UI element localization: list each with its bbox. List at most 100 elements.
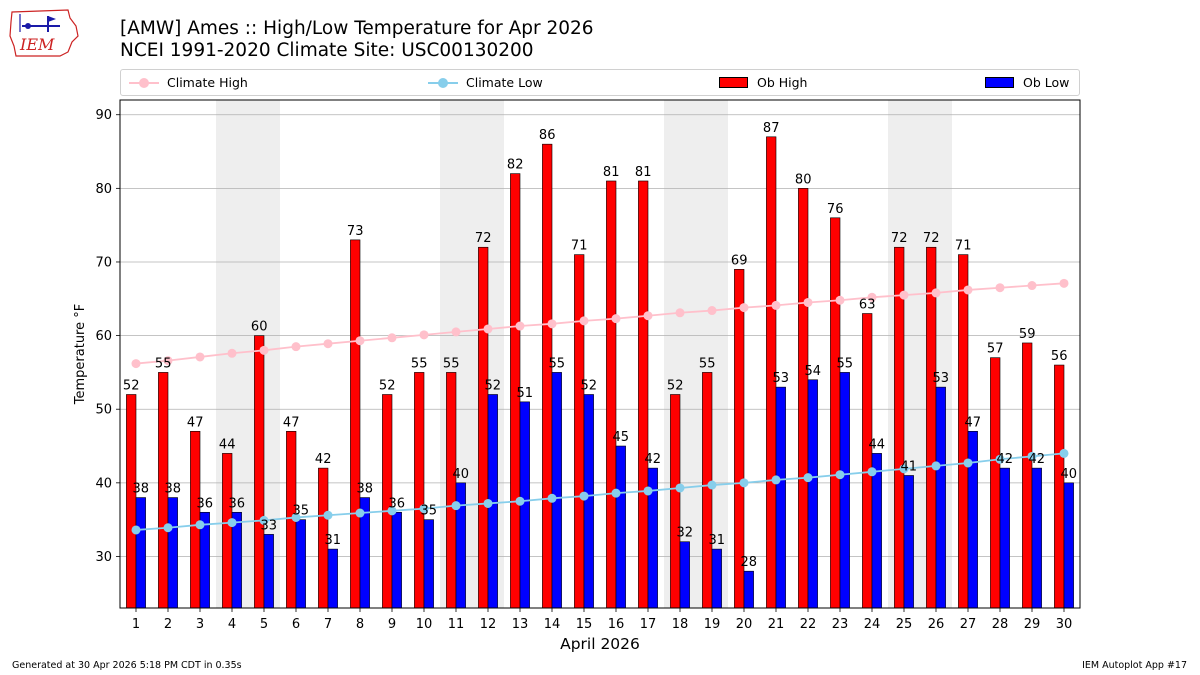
ob-low-bar — [839, 372, 850, 609]
climate-high-point — [163, 356, 173, 366]
climate-high-point — [419, 330, 429, 340]
climate-high-point — [131, 359, 141, 369]
climate-high-point — [259, 345, 269, 355]
x-tick-label: 5 — [260, 617, 268, 632]
climate-low-point — [355, 508, 365, 518]
ob-low-label: 51 — [517, 386, 534, 401]
x-tick-label: 1 — [132, 617, 140, 632]
x-tick-label: 30 — [1056, 617, 1073, 632]
ob-high-label: 42 — [315, 452, 332, 467]
climate-low-point — [963, 458, 973, 468]
chart-title: [AMW] Ames :: High/Low Temperature for A… — [120, 18, 594, 62]
ob-low-bar — [967, 431, 978, 609]
ob-low-label: 31 — [325, 533, 342, 548]
ob-high-bar — [670, 394, 681, 609]
ob-low-label: 40 — [1061, 467, 1078, 482]
climate-high-point — [451, 327, 461, 337]
x-tick-label: 24 — [864, 617, 881, 632]
ob-low-label: 44 — [869, 437, 886, 452]
ob-high-swatch-icon — [719, 77, 748, 88]
x-tick-label: 22 — [800, 617, 817, 632]
ob-low-label: 38 — [165, 482, 182, 497]
legend-climate-low: Climate Low — [428, 70, 543, 95]
ob-low-bar — [551, 372, 562, 609]
ob-high-bar — [414, 372, 425, 609]
climate-low-point — [451, 501, 461, 511]
ob-high-bar — [190, 431, 201, 609]
climate-high-point — [515, 321, 525, 331]
climate-low-point — [675, 483, 685, 493]
ob-high-label: 57 — [987, 342, 1004, 357]
ob-low-label: 33 — [261, 518, 278, 533]
climate-high-point — [195, 352, 205, 362]
ob-high-bar — [1054, 364, 1065, 609]
ob-high-label: 71 — [571, 239, 588, 254]
ob-low-bar — [295, 519, 306, 609]
x-tick-label: 27 — [960, 617, 977, 632]
climate-high-point — [835, 295, 845, 305]
ob-low-bar — [167, 497, 178, 609]
legend-ob-low: Ob Low — [985, 70, 1069, 95]
ob-high-label: 59 — [1019, 327, 1036, 342]
x-tick-label: 26 — [928, 617, 945, 632]
legend-ob-high-label: Ob High — [757, 75, 808, 90]
x-tick-label: 10 — [416, 617, 433, 632]
ob-low-label: 38 — [357, 482, 374, 497]
legend-climate-high-label: Climate High — [167, 75, 248, 90]
ob-low-label: 40 — [453, 467, 470, 482]
ob-low-label: 41 — [901, 459, 918, 474]
climate-low-point — [771, 475, 781, 485]
x-tick-label: 9 — [388, 617, 396, 632]
ob-low-label: 35 — [421, 504, 438, 519]
ob-low-bar — [999, 467, 1010, 609]
ob-high-label: 63 — [859, 298, 876, 313]
x-tick-label: 29 — [1024, 617, 1041, 632]
climate-high-point — [547, 319, 557, 329]
x-tick-label: 14 — [544, 617, 561, 632]
climate-low-point — [899, 464, 909, 474]
y-tick-label: 50 — [95, 403, 112, 418]
ob-high-label: 81 — [603, 165, 620, 180]
ob-low-label: 31 — [709, 533, 726, 548]
x-axis-label: April 2026 — [560, 635, 640, 653]
x-tick-label: 12 — [480, 617, 497, 632]
x-tick-label: 28 — [992, 617, 1009, 632]
ob-high-bar — [126, 394, 137, 609]
ob-low-bar — [743, 570, 754, 609]
climate-low-point — [483, 498, 493, 508]
x-tick-label: 13 — [512, 617, 529, 632]
logo-text: IEM — [19, 35, 55, 54]
ob-high-label: 72 — [891, 231, 908, 246]
ob-high-bar — [958, 254, 969, 609]
climate-high-point — [611, 314, 621, 324]
ob-high-label: 71 — [955, 239, 972, 254]
climate-low-point — [227, 518, 237, 528]
ob-high-bar — [894, 246, 905, 609]
legend: Climate High Climate Low Ob High Ob Low — [120, 69, 1080, 96]
climate-low-point — [547, 493, 557, 503]
ob-high-bar — [478, 246, 489, 609]
climate-high-point — [579, 316, 589, 326]
x-tick-label: 23 — [832, 617, 849, 632]
climate-low-point — [163, 523, 173, 533]
legend-ob-high: Ob High — [719, 70, 807, 95]
ob-low-bar — [1063, 482, 1074, 609]
climate-low-point — [739, 478, 749, 488]
legend-climate-high: Climate High — [129, 70, 248, 95]
climate-low-point — [259, 515, 269, 525]
x-tick-label: 21 — [768, 617, 785, 632]
title-line-1: [AMW] Ames :: High/Low Temperature for A… — [120, 18, 594, 39]
climate-high-point — [323, 339, 333, 349]
climate-low-line-icon — [428, 77, 458, 89]
ob-high-label: 72 — [923, 231, 940, 246]
ob-high-bar — [350, 239, 361, 609]
x-tick-label: 19 — [704, 617, 721, 632]
ob-low-bar — [391, 511, 402, 609]
climate-low-line — [135, 452, 1065, 531]
ob-low-bar — [423, 519, 434, 609]
climate-high-line-icon — [129, 77, 159, 89]
ob-high-label: 87 — [763, 121, 780, 136]
ob-high-label: 52 — [123, 378, 140, 393]
legend-ob-low-label: Ob Low — [1023, 75, 1070, 90]
